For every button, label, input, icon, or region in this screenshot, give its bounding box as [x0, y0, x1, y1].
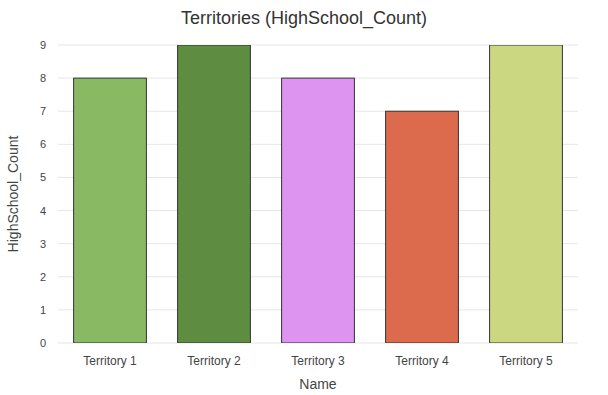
x-tick-label: Territory 5 [499, 354, 553, 368]
x-tick-label: Territory 2 [187, 354, 241, 368]
y-tick-label: 8 [40, 72, 46, 84]
bar [74, 78, 147, 343]
chart-svg: Territories (HighSchool_Count) 0 1 2 3 4 5 6 7 8 9… [0, 0, 608, 395]
y-tick-label: 9 [40, 39, 46, 51]
y-axis-label: HighSchool_Count [5, 136, 21, 253]
y-tick-label: 4 [40, 205, 46, 217]
x-tick-label: Territory 4 [395, 354, 449, 368]
y-tick-label: 2 [40, 271, 46, 283]
chart-title: Territories (HighSchool_Count) [181, 8, 427, 29]
x-tick-label: Territory 3 [291, 354, 345, 368]
y-tick-label: 3 [40, 238, 46, 250]
y-tick-label: 0 [40, 337, 46, 349]
bar [178, 45, 251, 343]
y-tick-label: 6 [40, 138, 46, 150]
y-tick-label: 7 [40, 105, 46, 117]
x-axis-label: Name [299, 376, 337, 392]
bar [490, 45, 563, 343]
bar [282, 78, 355, 343]
chart-container: Territories (HighSchool_Count) 0 1 2 3 4 5 6 7 8 9… [0, 0, 608, 395]
bar [386, 111, 459, 343]
y-tick-label: 5 [40, 171, 46, 183]
bars [74, 45, 563, 343]
y-tick-label: 1 [40, 304, 46, 316]
x-tick-label: Territory 1 [83, 354, 137, 368]
